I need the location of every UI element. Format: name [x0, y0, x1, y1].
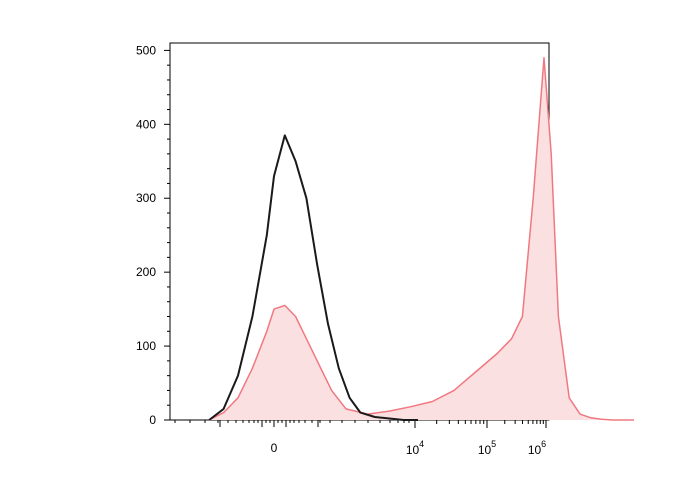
- series-area-1: [209, 57, 634, 421]
- series-line-0: [208, 134, 418, 421]
- x-tick-label: 0: [271, 441, 278, 455]
- y-axis: 0 100 200 300 400 500: [136, 43, 170, 427]
- y-tick-label: 500: [136, 43, 156, 57]
- y-tick-label: 400: [136, 117, 156, 131]
- x-axis: [174, 420, 547, 428]
- y-tick-label: 300: [136, 191, 156, 205]
- x-tick-label: 104: [406, 439, 424, 457]
- y-tick-label: 0: [149, 413, 156, 427]
- x-tick-label: 106: [528, 439, 546, 457]
- series-layer: [208, 57, 634, 421]
- x-tick-label: 105: [478, 439, 496, 457]
- y-tick-label: 100: [136, 339, 156, 353]
- series-line-1: [208, 57, 634, 421]
- y-tick-label: 200: [136, 265, 156, 279]
- x-tick-labels: 0 104 105 106: [271, 439, 547, 457]
